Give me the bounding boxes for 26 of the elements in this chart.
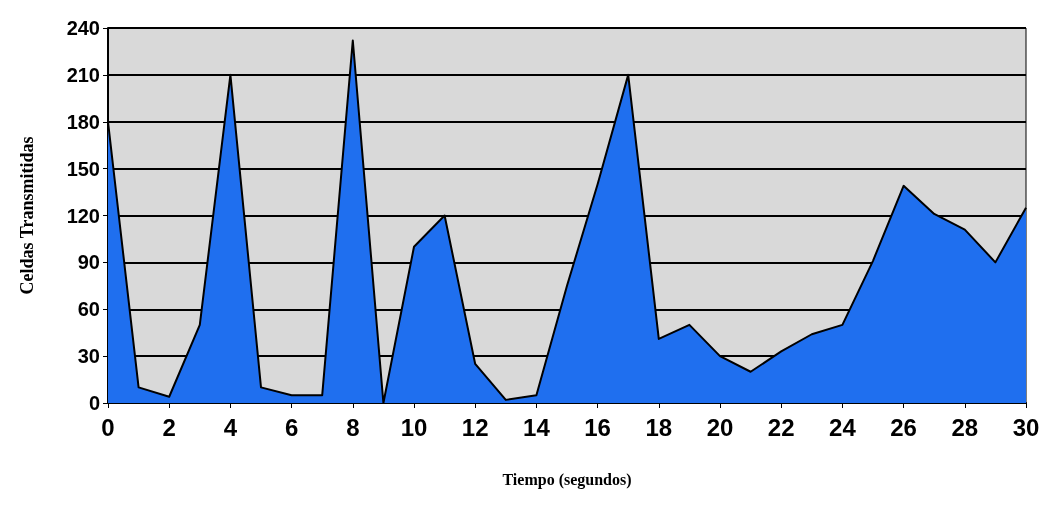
x-axis-title: Tiempo (segundos) <box>502 470 632 489</box>
x-tick-label: 24 <box>829 413 857 441</box>
y-tick-label: 210 <box>66 63 100 86</box>
x-tick-label: 20 <box>706 413 734 441</box>
x-tick-label: 18 <box>645 413 673 441</box>
y-tick-label: 90 <box>77 251 100 274</box>
x-tick-label: 28 <box>951 413 979 441</box>
x-tick-label: 2 <box>162 413 176 441</box>
y-tick-label: 240 <box>66 17 100 39</box>
y-tick-label: 60 <box>77 298 100 321</box>
y-tick-label: 150 <box>66 157 100 180</box>
y-tick-label: 120 <box>66 204 100 227</box>
x-tick-label: 4 <box>223 413 238 441</box>
y-tick-label: 180 <box>66 110 100 133</box>
x-tick-label: 12 <box>461 413 489 441</box>
x-tick-label: 26 <box>890 413 917 441</box>
x-tick-label: 14 <box>523 413 551 441</box>
y-tick-label: 30 <box>77 345 100 368</box>
x-tick-label: 30 <box>1012 413 1040 441</box>
x-tick-label: 10 <box>400 413 428 441</box>
y-tick-label: 0 <box>88 392 100 414</box>
x-tick-label: 6 <box>284 413 299 441</box>
y-axis-title: Celdas Transmitidas <box>17 136 37 295</box>
x-tick-label: 22 <box>767 413 795 441</box>
x-tick-label: 8 <box>346 413 360 441</box>
x-tick-label: 16 <box>584 413 611 441</box>
